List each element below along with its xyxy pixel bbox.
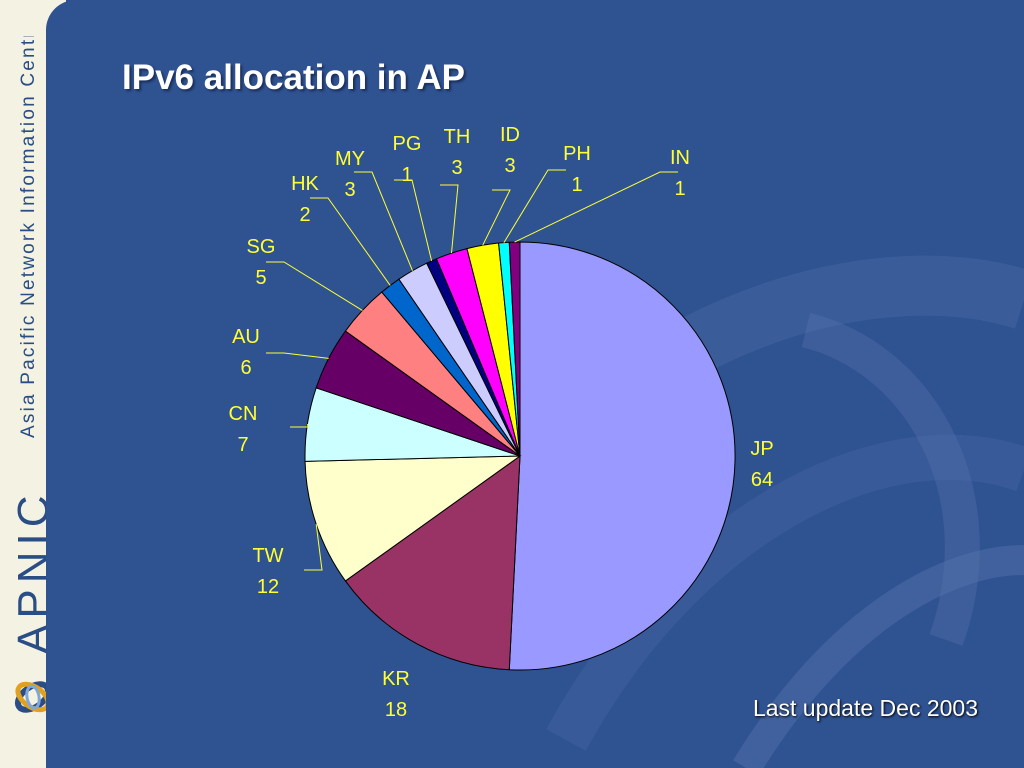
slice-label-in: IN bbox=[670, 147, 690, 169]
leader-line-th bbox=[440, 184, 459, 254]
org-name-text: Asia Pacific Network Information Centre bbox=[18, 36, 39, 438]
slice-value-in: 1 bbox=[674, 178, 685, 200]
slice-value-jp: 64 bbox=[751, 469, 773, 491]
slice-label-pg: PG bbox=[393, 133, 422, 155]
leader-line-cn bbox=[290, 423, 309, 428]
slice-label-hk: HK bbox=[291, 173, 319, 195]
leader-line-in bbox=[514, 171, 678, 243]
slice-label-jp: JP bbox=[750, 438, 773, 460]
leader-line-id bbox=[482, 189, 511, 246]
leader-lines bbox=[266, 169, 678, 571]
slice-label-au: AU bbox=[232, 326, 260, 348]
slice-value-pg: 1 bbox=[401, 164, 412, 186]
slice-value-kr: 18 bbox=[385, 699, 407, 721]
slice-value-ph: 1 bbox=[571, 174, 582, 196]
slice-label-my: MY bbox=[335, 148, 365, 170]
slice-value-tw: 12 bbox=[257, 576, 279, 598]
slice-value-au: 6 bbox=[240, 357, 251, 379]
last-update-note: Last update Dec 2003 bbox=[752, 695, 978, 721]
org-name-vertical: Asia Pacific Network Information Centre bbox=[18, 36, 39, 438]
slice-label-cn: CN bbox=[229, 403, 258, 425]
leader-line-pg bbox=[394, 179, 433, 262]
slice-label-sg: SG bbox=[247, 236, 276, 258]
leader-line-ph bbox=[503, 169, 566, 243]
pie-slice-jp bbox=[508, 241, 736, 671]
leader-line-hk bbox=[310, 197, 391, 286]
slice-label-ph: PH bbox=[563, 143, 591, 165]
leader-line-sg bbox=[266, 261, 363, 311]
leader-line-au bbox=[266, 352, 329, 359]
slice-label-tw: TW bbox=[252, 545, 283, 567]
leader-line-my bbox=[354, 171, 413, 271]
pie-slices bbox=[304, 241, 736, 671]
slice-value-hk: 2 bbox=[299, 204, 310, 226]
slice-label-kr: KR bbox=[382, 668, 410, 690]
slice-value-sg: 5 bbox=[255, 267, 266, 289]
pie-slice-kr bbox=[344, 454, 521, 671]
slice-value-th: 3 bbox=[451, 157, 462, 179]
slice-value-cn: 7 bbox=[237, 434, 248, 456]
slice-labels: JP 64 KR 18 TW 12 CN 7 AU 6 SG 5 HK 2 MY 3 PG 1 TH 3 ID 3 PH 1 I… bbox=[229, 124, 774, 721]
slide-title: IPv6 allocation in AP bbox=[122, 58, 465, 97]
leader-line-tw bbox=[304, 524, 323, 571]
pie-slice-tw bbox=[304, 455, 522, 582]
slice-label-th: TH bbox=[444, 126, 471, 148]
slice-label-id: ID bbox=[500, 124, 520, 146]
slice-value-id: 3 bbox=[504, 155, 515, 177]
slice-value-my: 3 bbox=[344, 179, 355, 201]
